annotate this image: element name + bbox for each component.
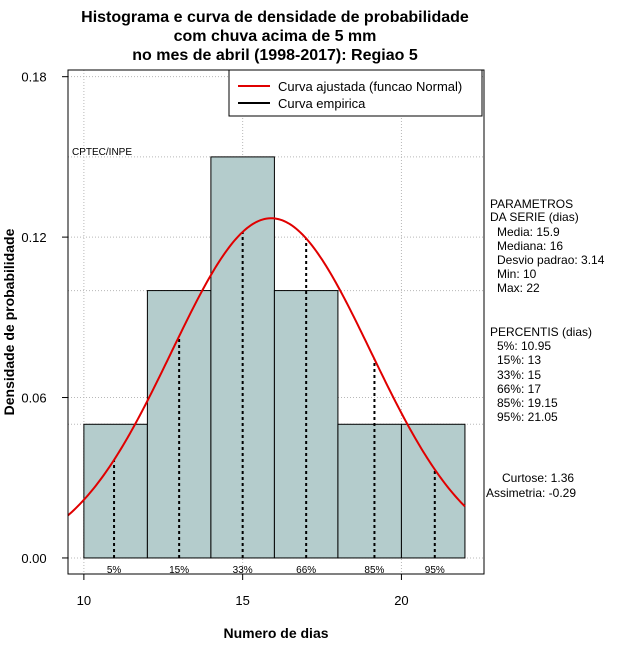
y-tick-label: 0.12 — [21, 230, 46, 245]
histogram-bar — [400, 423, 466, 559]
param-desvio: Desvio padrao: 3.14 — [497, 253, 605, 267]
histogram-bar — [337, 423, 402, 559]
legend-label-normal: Curva ajustada (funcao Normal) — [278, 79, 462, 94]
histogram-bar — [83, 423, 148, 559]
percentil-85: 85%: 19.15 — [497, 396, 558, 410]
curtose-value: Curtose: 1.36 — [502, 471, 574, 485]
percentile-label: 66% — [296, 565, 316, 576]
percentile-label: 5% — [107, 565, 122, 576]
params-title-2: DA SERIE (dias) — [490, 210, 579, 224]
param-media: Media: 15.9 — [497, 225, 560, 239]
y-axis-label: Densidade de probabilidade — [1, 228, 17, 415]
percentil-5: 5%: 10.95 — [497, 339, 551, 353]
legend: Curva ajustada (funcao Normal) Curva emp… — [228, 69, 483, 117]
percentil-15: 15%: 13 — [497, 353, 541, 367]
y-tick-label: 0.18 — [21, 70, 46, 85]
normal-curve-line — [67, 217, 466, 517]
chart-title-line-2: com chuva acima de 5 mm — [174, 28, 377, 45]
percentil-33: 33%: 15 — [497, 368, 541, 382]
side-panel: PARAMETROS DA SERIE (dias) Media: 15.9 M… — [486, 197, 605, 500]
y-tick-label: 0.00 — [21, 551, 46, 566]
percentile-lines: 5% 15% 33% 66% 85% 95% — [107, 231, 445, 576]
percentile-label: 95% — [425, 565, 445, 576]
x-tick-label: 20 — [394, 593, 408, 608]
histogram-bars — [83, 156, 466, 559]
y-tick-label: 0.06 — [21, 391, 46, 406]
param-min: Min: 10 — [497, 267, 537, 281]
param-mediana: Mediana: 16 — [497, 239, 563, 253]
chart-title-line-1: Histograma e curva de densidade de proba… — [81, 9, 469, 26]
param-max: Max: 22 — [497, 281, 540, 295]
assimetria-value: Assimetria: -0.29 — [486, 486, 576, 500]
percentil-95: 95%: 21.05 — [497, 410, 558, 424]
percentil-66: 66%: 17 — [497, 382, 541, 396]
legend-box — [228, 69, 483, 117]
percentile-label: 15% — [169, 565, 189, 576]
params-title-1: PARAMETROS — [490, 197, 573, 211]
normal-curve — [67, 217, 466, 517]
x-axis-label: Numero de dias — [223, 625, 328, 641]
chart-title-line-3: no mes de abril (1998-2017): Regiao 5 — [132, 47, 418, 64]
x-tick-label: 10 — [77, 593, 91, 608]
percentile-label: 33% — [233, 565, 253, 576]
x-tick-label: 15 — [235, 593, 249, 608]
percentile-label: 85% — [364, 565, 384, 576]
percentis-title: PERCENTIS (dias) — [490, 325, 592, 339]
axes: 10 15 20 0.00 0.06 0.12 0.18 — [21, 70, 408, 608]
legend-label-empirical: Curva empirica — [278, 96, 366, 111]
source-annotation: CPTEC/INPE — [72, 147, 132, 158]
